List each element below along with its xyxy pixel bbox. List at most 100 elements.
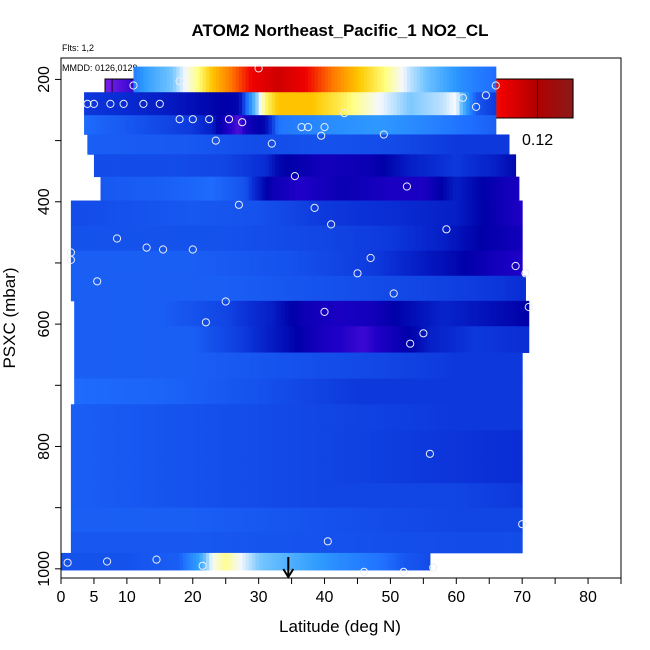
heatmap-cell — [265, 378, 270, 405]
heatmap-cell — [113, 92, 118, 116]
heatmap-cell — [255, 92, 260, 116]
heatmap-cell — [192, 154, 197, 178]
heatmap-cell — [97, 404, 102, 431]
heatmap-cell — [225, 250, 230, 277]
heatmap-cell — [100, 378, 105, 405]
heatmap-cell — [485, 300, 490, 327]
heatmap-cell — [252, 483, 256, 509]
heatmap-cell — [380, 507, 385, 533]
heatmap-cell — [439, 532, 444, 554]
heatmap-cell — [383, 275, 388, 302]
heatmap-cell — [446, 200, 451, 227]
heatmap-cell — [209, 176, 214, 201]
heatmap-cell — [126, 134, 131, 155]
heatmap-cell — [268, 507, 273, 533]
heatmap-cell — [97, 352, 102, 379]
heatmap-cell — [456, 483, 461, 509]
heatmap-cell — [143, 92, 148, 116]
heatmap-cell — [143, 430, 148, 458]
heatmap-cell — [97, 552, 102, 571]
heatmap-cell — [275, 552, 279, 571]
heatmap-cell — [245, 483, 250, 509]
heatmap-cell — [321, 115, 326, 135]
heatmap-cell — [189, 483, 194, 509]
heatmap-cell — [393, 532, 398, 554]
heatmap-cell — [219, 250, 223, 277]
heatmap-cell — [512, 352, 517, 379]
heatmap-cell — [278, 404, 283, 431]
heatmap-cell — [196, 92, 200, 116]
heatmap-cell — [360, 404, 365, 431]
heatmap-cell — [416, 176, 421, 201]
heatmap-cell — [301, 352, 306, 379]
heatmap-cell — [100, 552, 105, 571]
heatmap-cell — [495, 483, 500, 509]
heatmap-cell — [482, 250, 487, 277]
heatmap-cell — [235, 378, 240, 405]
heatmap-cell — [130, 483, 134, 509]
heatmap-cell — [130, 250, 134, 277]
heatmap-cell — [80, 457, 85, 484]
heatmap-cell — [265, 430, 270, 458]
heatmap-cell — [245, 225, 250, 252]
heatmap-cell — [420, 176, 424, 201]
heatmap-cell — [301, 483, 306, 509]
heatmap-cell — [489, 300, 494, 327]
heatmap-cell — [331, 176, 335, 201]
heatmap-cell — [196, 115, 200, 135]
heatmap-cell — [426, 457, 431, 484]
heatmap-cell — [459, 326, 464, 353]
heatmap-cell — [123, 200, 128, 227]
heatmap-cell — [364, 134, 368, 155]
heatmap-cell — [403, 457, 408, 484]
heatmap-cell — [209, 532, 214, 554]
heatmap-cell — [205, 154, 210, 178]
heatmap-cell — [169, 483, 174, 509]
heatmap-cell — [436, 507, 441, 533]
heatmap-cell — [406, 154, 411, 178]
heatmap-cell — [456, 134, 461, 155]
heatmap-cell — [285, 430, 289, 458]
heatmap-cell — [271, 92, 276, 116]
heatmap-cell — [205, 532, 210, 554]
heatmap-cell — [215, 200, 220, 227]
heatmap-cell — [215, 134, 220, 155]
heatmap-cell — [341, 275, 345, 302]
heatmap-cell — [314, 430, 319, 458]
heatmap-cell — [525, 326, 530, 353]
heatmap-cell — [390, 115, 395, 135]
heatmap-cell — [291, 275, 296, 302]
heatmap-cell — [337, 200, 342, 227]
heatmap-cell — [159, 378, 164, 405]
heatmap-cell — [317, 404, 322, 431]
heatmap-cell — [479, 225, 484, 252]
heatmap-cell — [331, 430, 335, 458]
heatmap-cell — [192, 532, 197, 554]
heatmap-cell — [479, 378, 484, 405]
heatmap-cell — [466, 250, 470, 277]
heatmap-cell — [413, 66, 418, 93]
heatmap-cell — [453, 92, 457, 116]
heatmap-cell — [373, 154, 378, 178]
heatmap-cell — [77, 300, 82, 327]
x-tick-label: 0 — [57, 589, 66, 606]
heatmap-cell — [255, 352, 260, 379]
heatmap-cell — [281, 404, 286, 431]
heatmap-cell — [199, 326, 204, 353]
heatmap-cell — [209, 507, 214, 533]
heatmap-cell — [377, 457, 382, 484]
heatmap-cell — [100, 115, 105, 135]
heatmap-cell — [472, 457, 477, 484]
heatmap-cell — [126, 275, 131, 302]
heatmap-cell — [222, 532, 227, 554]
heatmap-cell — [505, 154, 510, 178]
heatmap-cell — [308, 250, 312, 277]
heatmap-cell — [413, 225, 418, 252]
heatmap-cell — [268, 300, 273, 327]
heatmap-cell — [436, 250, 441, 277]
heatmap-cell — [410, 154, 414, 178]
heatmap-cell — [70, 507, 75, 533]
heatmap-cell — [304, 404, 309, 431]
heatmap-cell — [380, 457, 385, 484]
heatmap-cell — [103, 154, 108, 178]
